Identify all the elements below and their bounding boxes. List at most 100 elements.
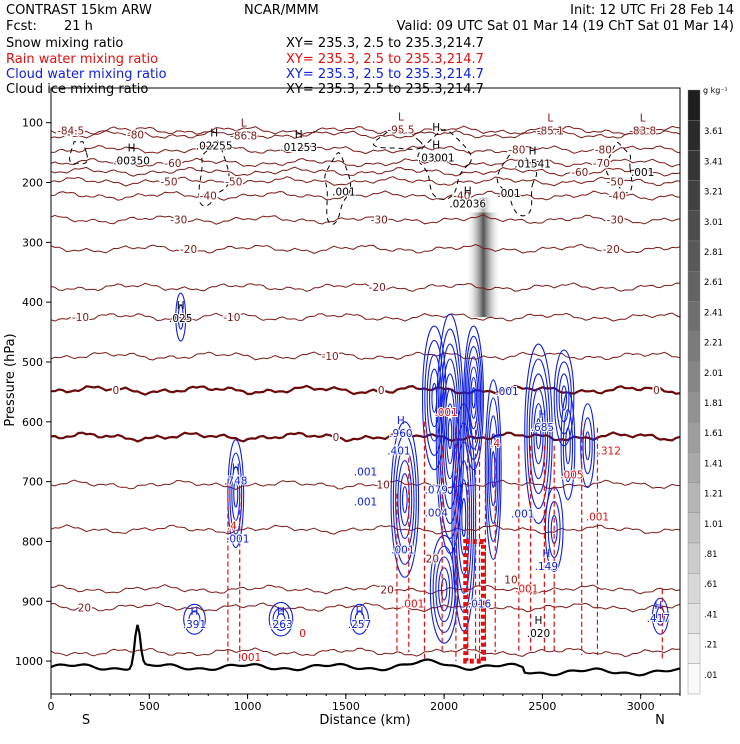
field-cloudwater-xy: XY= 235.3, 2.5 to 235.3,214.7: [286, 67, 484, 82]
contour-value-label: .001: [515, 583, 538, 595]
contour-value-label: .4: [227, 520, 237, 532]
extremum-marker: H: [177, 300, 185, 312]
extremum-value: -86.8: [230, 130, 257, 142]
cloud-water-contour: [183, 603, 206, 635]
colorbar-label: 2.01: [704, 369, 723, 379]
colorbar-swatch: [687, 150, 701, 181]
field-snow-name: Snow mixing ratio: [6, 36, 123, 51]
extremum-value: .01253: [280, 142, 317, 154]
x-tick-label: 0: [48, 700, 55, 713]
field-cloudice-name: Cloud ice mixing ratio: [6, 82, 148, 97]
colorbar-label: 2.81: [704, 248, 723, 258]
temperature-isotherm: [51, 125, 680, 136]
extremum-marker: L: [547, 113, 553, 125]
extremum-marker: H: [397, 415, 405, 427]
contour-value-label: .001: [354, 467, 377, 479]
field-rain-name: Rain water mixing ratio: [6, 52, 158, 67]
temperature-label: -50: [607, 176, 624, 188]
y-tick-label: 500: [22, 356, 43, 369]
colorbar-label: 2.61: [704, 278, 723, 288]
extremum-value: .02255: [196, 141, 233, 153]
contour-value-label: 20: [426, 553, 439, 565]
x-tick-label: 1000: [234, 700, 262, 713]
y-tick-label: 300: [22, 236, 43, 249]
cloud-water-contour: [524, 343, 553, 525]
cloud-water-contour: [426, 354, 442, 442]
x-axis-left-end: S: [82, 713, 90, 728]
contour-value-label: .001: [391, 544, 414, 556]
colorbar-swatch: [687, 301, 701, 332]
y-tick-label: 900: [22, 595, 43, 608]
colorbar-label: .21: [704, 641, 718, 651]
cloud-ice-contours: [68, 129, 633, 225]
temperature-label: -10: [322, 351, 339, 363]
cloud-water-contour: [229, 452, 243, 535]
temperature-label: -80: [595, 145, 612, 157]
contour-value-label: .004: [425, 507, 449, 519]
cloud-water-contour: [553, 349, 575, 447]
x-tick-label: 500: [139, 700, 160, 713]
colorbar-swatch: [687, 542, 701, 574]
axes: 0 500 1000 1500 2000 2500 30001002003004005006…: [15, 117, 681, 713]
cloud-water-contour: [440, 577, 448, 601]
model-title: CONTRAST 15km ARW: [6, 3, 152, 18]
cloud-water-contour: [424, 339, 445, 456]
colorbar-swatch: [687, 422, 701, 453]
temperature-label: -40: [609, 191, 626, 203]
cloud-water-contour: [401, 486, 408, 514]
colorbar-label: .81: [704, 550, 718, 560]
cloud-water-contour: [468, 366, 479, 430]
cloud-water-contour: [272, 607, 290, 631]
contour-value-label: .4: [490, 438, 500, 450]
terrain-line: [51, 624, 680, 677]
temperature-label: 20: [78, 602, 91, 614]
cloud-water-contour: [487, 415, 499, 525]
extremum-value: .263: [269, 619, 292, 631]
colorbar-swatch: [687, 482, 701, 514]
colorbar-label: 2.41: [704, 308, 723, 318]
contour-labels: -84.5 -80 -80 -80 -60 -70 -60 -50 -50 -50 -40 -40 -4…: [56, 111, 672, 665]
cloud-water-contour: [392, 434, 417, 565]
temperature-label: -50: [160, 176, 177, 188]
contour-value-label: .001: [332, 187, 355, 199]
y-tick-label: 600: [22, 416, 43, 429]
cloud-water-contour: [584, 431, 591, 461]
extremum-value: .960: [389, 428, 412, 440]
extremum-value: .00350: [113, 156, 150, 168]
extremum-value: -83.8: [629, 126, 656, 138]
cloud-water-contour: [582, 417, 593, 475]
cloud-ice-contour: [198, 140, 230, 207]
x-tick-label: 2500: [528, 700, 556, 713]
colorbar-label: 1.41: [704, 459, 723, 469]
header: CONTRAST 15km ARW NCAR/MMM Init: 12 UTC …: [6, 3, 734, 34]
forecast-hour: 21 h: [64, 19, 93, 34]
cloud-water-contour: [533, 403, 544, 465]
snow-shading-column: [465, 212, 502, 318]
rain-water-contours: [227, 421, 663, 664]
colorbar-label: 2.21: [704, 339, 723, 349]
y-tick-label: 800: [22, 535, 43, 548]
cloud-water-contour: [444, 388, 456, 480]
cloud-water-contour: [486, 397, 501, 543]
temperature-label: -80: [127, 130, 144, 142]
contour-value-label: .079: [425, 485, 448, 497]
temperature-label: -20: [369, 282, 386, 294]
temperature-label: -20: [180, 244, 197, 256]
temperature-label: -30: [170, 215, 187, 227]
x-tick-label: 1500: [332, 700, 360, 713]
colorbar-label: .41: [704, 610, 718, 620]
temperature-label: -70: [593, 158, 610, 170]
temperature-isotherm: [51, 130, 680, 139]
extremum-marker: H: [529, 146, 537, 158]
temperature-label: -40: [453, 191, 470, 203]
temperature-label: -50: [225, 176, 242, 188]
cloud-water-contour: [528, 373, 549, 495]
cloud-water-contour: [437, 328, 463, 540]
colorbar-label: 1.01: [704, 520, 723, 530]
temperature-label: 0: [333, 432, 340, 444]
temperature-isotherm: [51, 190, 680, 201]
colorbar-swatch: [687, 391, 701, 423]
temperature-label: -60: [571, 167, 588, 179]
contour-value-label: .001: [238, 652, 261, 664]
extremum-value: .417: [647, 613, 670, 625]
